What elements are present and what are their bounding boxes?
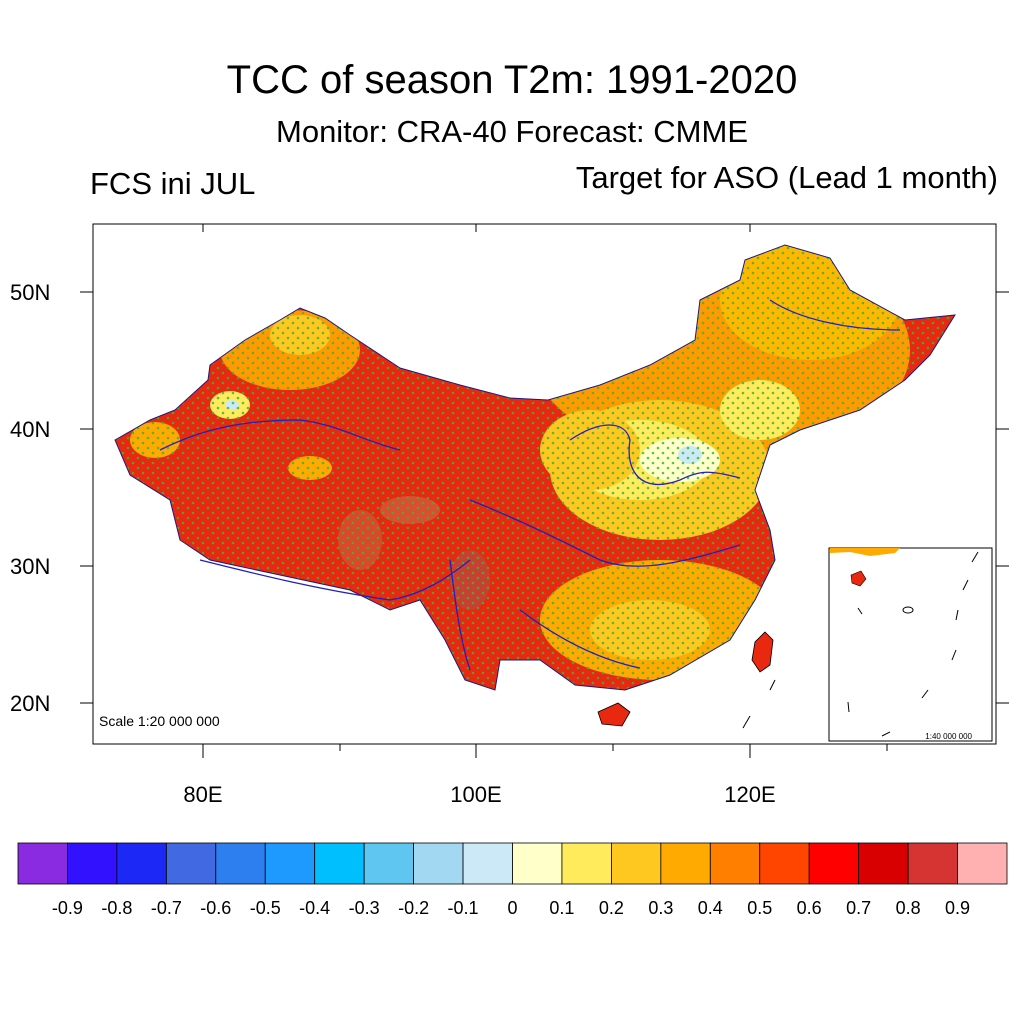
forecast-init-label: FCS ini JUL bbox=[90, 166, 256, 201]
colorbar-box bbox=[808, 842, 860, 885]
colorbar-box bbox=[561, 842, 612, 885]
colorbar-label: 0 bbox=[507, 898, 517, 918]
colorbar-box bbox=[462, 842, 513, 885]
colorbar-box bbox=[709, 842, 761, 885]
inset-scale-label: 1:40 000 000 bbox=[925, 732, 972, 741]
colorbar-box bbox=[413, 842, 464, 885]
colorbar-label: -0.4 bbox=[299, 898, 330, 918]
colorbar-label: -0.2 bbox=[398, 898, 429, 918]
taiwan-island bbox=[751, 631, 774, 673]
colorbar-box bbox=[759, 842, 810, 885]
colorbar-label: 0.8 bbox=[896, 898, 921, 918]
colorbar-box bbox=[363, 842, 414, 885]
colorbar-label: -0.5 bbox=[250, 898, 281, 918]
map-scale-label: Scale 1:20 000 000 bbox=[99, 713, 220, 729]
colorbar-box bbox=[17, 842, 68, 885]
colorbar-label: -0.3 bbox=[349, 898, 380, 918]
colorbar-box bbox=[858, 842, 909, 885]
colorbar-label: -0.6 bbox=[200, 898, 231, 918]
colorbar-box bbox=[314, 842, 365, 885]
south-china-sea-inset: 1:40 000 000 bbox=[828, 547, 993, 742]
colorbar-box bbox=[611, 842, 662, 885]
hainan-island bbox=[597, 702, 631, 727]
lat-label-40n: 40N bbox=[10, 417, 50, 442]
colorbar-box bbox=[215, 842, 266, 885]
china-boundary bbox=[114, 244, 956, 691]
target-season-label: Target for ASO (Lead 1 month) bbox=[575, 160, 998, 195]
lat-label-20n: 20N bbox=[10, 691, 50, 716]
lon-label-100e: 100E bbox=[450, 782, 501, 807]
colorbar-label: 0.5 bbox=[747, 898, 772, 918]
colorbar-box bbox=[957, 842, 1008, 885]
colorbar-label: 0.2 bbox=[599, 898, 624, 918]
colorbar-box bbox=[67, 842, 118, 885]
colorbar: -0.9 -0.8 -0.7 -0.6 -0.5 -0.4 -0.3 -0.2 -0.1 0 0.1… bbox=[17, 842, 1008, 918]
colorbar-label: 0.9 bbox=[945, 898, 970, 918]
lon-label-120e: 120E bbox=[724, 782, 775, 807]
colorbar-box bbox=[116, 842, 167, 885]
axis-ticks bbox=[80, 224, 1009, 758]
south-sea-islands bbox=[742, 679, 776, 729]
lat-label-50n: 50N bbox=[10, 280, 50, 305]
colorbar-label: 0.7 bbox=[846, 898, 871, 918]
lat-label-30n: 30N bbox=[10, 554, 50, 579]
colorbar-label: 0.1 bbox=[549, 898, 574, 918]
lon-label-80e: 80E bbox=[183, 782, 222, 807]
colorbar-label: 0.4 bbox=[698, 898, 723, 918]
map-title: TCC of season T2m: 1991-2020 bbox=[226, 58, 798, 102]
colorbar-label: -0.8 bbox=[101, 898, 132, 918]
colorbar-box bbox=[660, 842, 711, 885]
rivers bbox=[159, 299, 901, 671]
colorbar-label: 0.3 bbox=[648, 898, 673, 918]
colorbar-label: -0.7 bbox=[151, 898, 182, 918]
map-subtitle: Monitor: CRA-40 Forecast: CMME bbox=[276, 114, 748, 149]
colorbar-box bbox=[165, 842, 217, 885]
colorbar-box bbox=[907, 842, 958, 885]
colorbar-label: -0.1 bbox=[448, 898, 479, 918]
colorbar-label: 0.6 bbox=[797, 898, 822, 918]
colorbar-box bbox=[264, 842, 316, 885]
colorbar-label: -0.9 bbox=[52, 898, 83, 918]
colorbar-box bbox=[512, 842, 563, 885]
